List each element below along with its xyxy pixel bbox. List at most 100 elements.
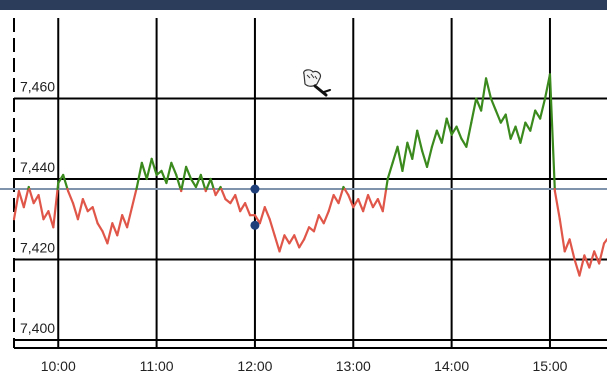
- x-tick-label: 15:00: [532, 358, 567, 372]
- series-line-segment: [504, 113, 512, 140]
- series-line-segment: [175, 173, 182, 191]
- y-tick-label: 7,440: [20, 159, 55, 175]
- series-line-segment: [524, 121, 532, 132]
- series-line-segment: [37, 193, 45, 221]
- series-line-segment: [52, 187, 59, 229]
- series-line-segment: [475, 97, 483, 112]
- series-line-segment: [42, 210, 50, 221]
- series-line-segment: [352, 197, 360, 209]
- series-line-segment: [140, 161, 148, 181]
- series-line-segment: [421, 149, 429, 169]
- series-line-segment: [278, 234, 286, 253]
- series-line-segment: [509, 125, 517, 140]
- series-line-segment: [396, 145, 404, 173]
- series-line-segment: [57, 173, 65, 185]
- series-line-segment: [366, 193, 375, 209]
- series-line-segment: [184, 165, 193, 181]
- series-line-segment: [430, 129, 438, 148]
- x-tick-label: 12:00: [237, 358, 272, 372]
- series-line-segment: [553, 189, 561, 221]
- series-line-segment: [322, 210, 330, 225]
- series-line-segment: [239, 202, 247, 213]
- x-tick-label: 13:00: [336, 358, 371, 372]
- series-line-segment: [385, 177, 389, 191]
- series-line-segment: [303, 226, 311, 241]
- series-line-segment: [455, 125, 463, 140]
- series-line-segment: [578, 254, 586, 277]
- series-line-segment: [465, 121, 473, 148]
- series-line-segment: [416, 129, 424, 152]
- series-group: [12, 73, 607, 277]
- series-line-segment: [539, 97, 547, 120]
- series-line-segment: [199, 173, 207, 191]
- x-tick-label: 14:00: [434, 358, 469, 372]
- series-line-segment: [343, 187, 350, 197]
- series-line-segment: [362, 193, 370, 213]
- series-line-segment: [588, 250, 596, 269]
- series-line-segment: [268, 218, 276, 237]
- series-line-segment: [450, 125, 458, 136]
- series-line-segment: [347, 193, 355, 209]
- series-line-segment: [494, 109, 502, 124]
- chart-header-bar: [0, 0, 607, 10]
- series-line-segment: [101, 230, 109, 245]
- series-line-segment: [111, 222, 119, 237]
- series-line-segment: [62, 173, 69, 191]
- series-line-segment: [71, 202, 80, 221]
- series-line-segment: [180, 165, 188, 191]
- series-line-segment: [376, 197, 384, 213]
- data-marker: [250, 184, 260, 194]
- series-line-segment: [165, 161, 173, 185]
- series-line-segment: [514, 125, 522, 144]
- series-line-segment: [121, 214, 129, 229]
- series-line-segment: [135, 161, 143, 189]
- marker-group: [250, 184, 260, 230]
- series-line-segment: [263, 206, 271, 221]
- series-line-segment: [28, 187, 35, 205]
- x-tick-label: 10:00: [41, 358, 76, 372]
- series-line-segment: [519, 121, 527, 144]
- series-line-segment: [386, 161, 394, 181]
- series-line-segment: [288, 234, 296, 245]
- series-line-segment: [47, 210, 55, 229]
- series-line-segment: [205, 177, 212, 191]
- series-line-segment: [312, 214, 320, 233]
- series-line-segment: [91, 206, 99, 225]
- series-line-segment: [170, 161, 178, 177]
- series-line-segment: [568, 238, 576, 261]
- series-line-segment: [440, 117, 448, 144]
- series-line-segment: [283, 234, 291, 245]
- series-line-segment: [189, 177, 198, 189]
- series-line-segment: [76, 197, 84, 221]
- series-line-segment: [244, 202, 252, 217]
- series-line-segment: [470, 97, 478, 124]
- series-line-segment: [106, 222, 114, 245]
- series-line-segment: [116, 214, 124, 237]
- series-line-segment: [298, 238, 306, 249]
- tick-labels: 7,400 7,420 7,440 7,460 10:00 11:00 12:00 13:00…: [20, 78, 568, 372]
- series-line-segment: [194, 173, 202, 189]
- series-line-segment: [130, 187, 138, 209]
- series-line-segment: [234, 193, 242, 213]
- cursor-icon: [303, 69, 331, 97]
- y-tick-label: 7,420: [20, 239, 55, 255]
- series-line-segment: [337, 187, 344, 205]
- series-line-segment: [229, 193, 237, 205]
- series-line-segment: [327, 193, 335, 213]
- series-line-segment: [150, 157, 158, 177]
- series-line-segment: [22, 187, 30, 209]
- series-line-segment: [273, 234, 281, 253]
- series-line-segment: [548, 73, 556, 191]
- data-marker: [250, 220, 260, 230]
- series-line-segment: [258, 206, 266, 225]
- x-tick-label: 11:00: [140, 358, 174, 372]
- series-line-segment: [371, 197, 379, 209]
- series-line-segment: [357, 197, 365, 213]
- series-line-segment: [214, 187, 221, 197]
- y-tick-label: 7,460: [20, 78, 55, 94]
- series-line-segment: [145, 157, 153, 181]
- series-line-segment: [125, 206, 134, 229]
- series-line-segment: [391, 145, 399, 164]
